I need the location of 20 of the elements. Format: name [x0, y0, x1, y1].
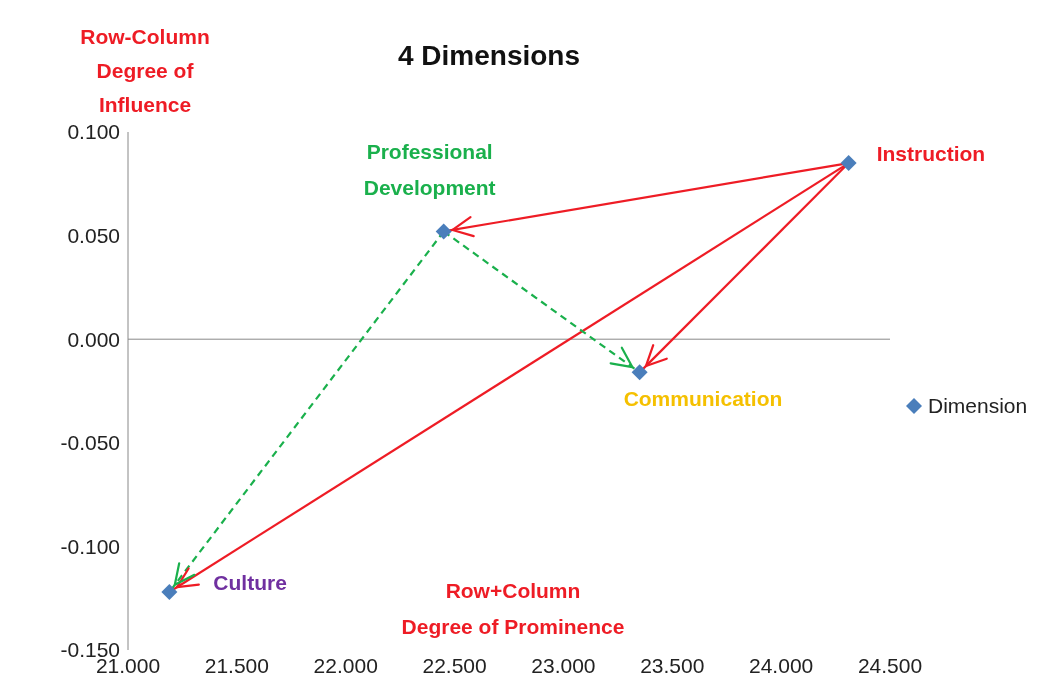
- x-tick-label: 24.500: [857, 653, 923, 677]
- chart-title: 4 Dimensions: [397, 40, 581, 71]
- x-tick-label: 22.000: [313, 653, 378, 677]
- x-axis-title: Row+Column Degree of Prominence: [401, 579, 625, 638]
- annotation: Culture: [213, 570, 287, 594]
- y-axis-title: Row-Column Degree of Influence: [80, 25, 210, 116]
- x-tick-label: 22.500: [422, 653, 487, 677]
- x-tick-label: 24.000: [749, 653, 814, 677]
- y-tick-label: 0.050: [67, 224, 120, 248]
- y-tick-label: -0.100: [60, 534, 120, 558]
- x-tick-label: 23.000: [531, 653, 596, 677]
- legend-label: Dimension: [928, 394, 1028, 418]
- y-tick-label: 0.000: [67, 327, 120, 351]
- annotation: Communication: [623, 387, 783, 411]
- x-tick-label: 23.500: [640, 653, 705, 677]
- y-tick-label: 0.100: [67, 120, 120, 144]
- y-tick-label: -0.050: [60, 431, 120, 455]
- annotation: Professional Development: [363, 140, 496, 200]
- x-tick-label: 21.500: [204, 653, 269, 677]
- annotation: Instruction: [876, 142, 986, 166]
